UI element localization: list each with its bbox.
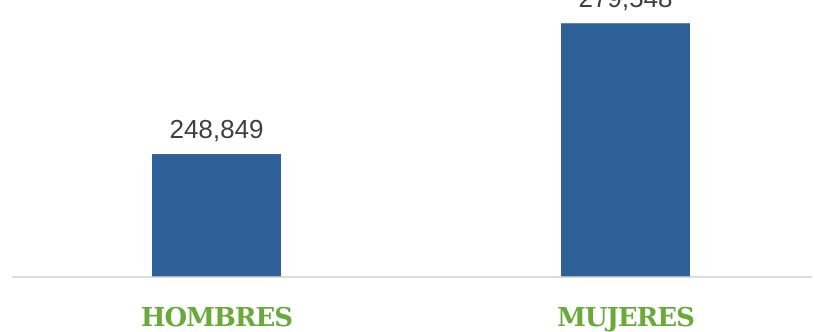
value-label-mujeres: 279,548 [579, 0, 673, 13]
bar-hombres [152, 154, 281, 277]
bars-group [152, 23, 690, 278]
category-label-hombres: HOMBRES [141, 303, 292, 332]
category-labels-group: HOMBRES MUJERES [141, 303, 695, 332]
value-labels-group: 248,849 279,548 [170, 0, 673, 144]
bar-mujeres [561, 23, 690, 278]
value-label-hombres: 248,849 [170, 114, 264, 144]
category-label-mujeres: MUJERES [557, 303, 694, 332]
